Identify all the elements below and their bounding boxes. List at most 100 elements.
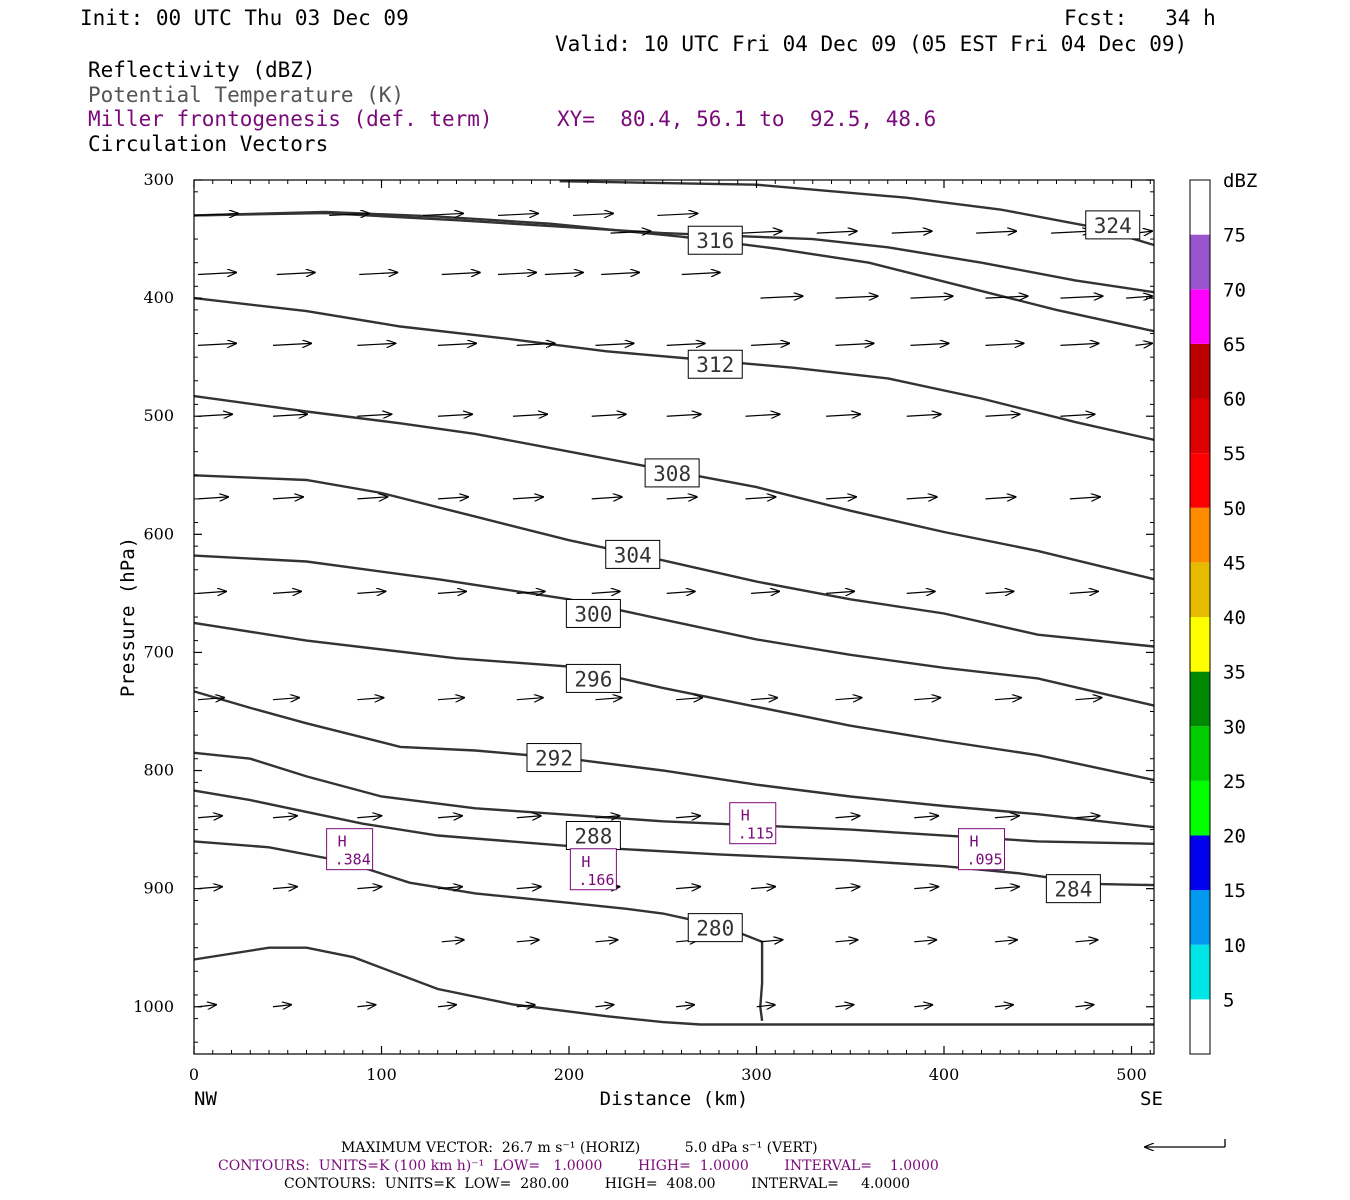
x-axis-right-end: SE xyxy=(1140,1088,1163,1110)
vector-6-8 xyxy=(826,497,856,499)
vector-6-0 xyxy=(197,497,228,499)
vector-0-1 xyxy=(329,213,369,215)
colorbar-tick-8: 45 xyxy=(1223,552,1246,574)
vector-2-5 xyxy=(544,272,583,274)
vector-11-8 xyxy=(1075,940,1098,942)
vector-10-1 xyxy=(272,887,297,889)
colorbar-swatch-13 xyxy=(1190,289,1210,344)
vector-2-0 xyxy=(197,272,236,274)
vector-12-3 xyxy=(437,1005,456,1007)
vector-12-1 xyxy=(272,1005,291,1007)
forecast-hour: Fcst: 34 h xyxy=(1064,6,1216,30)
vector-3-3 xyxy=(985,296,1028,298)
vector-9-8 xyxy=(835,816,860,818)
colorbar-tick-9: 50 xyxy=(1223,498,1246,520)
vector-4-9 xyxy=(910,343,949,345)
contour-label-box-0 xyxy=(1085,210,1141,240)
vector-3-1 xyxy=(835,296,878,298)
vector-4-3 xyxy=(437,343,476,345)
x-tick-label-1: 100 xyxy=(366,1065,397,1084)
colorbar-swatch-7 xyxy=(1190,617,1210,672)
vector-8-10 xyxy=(994,698,1021,700)
contour-label-2: 312 xyxy=(696,353,734,377)
vector-1-4 xyxy=(976,231,1016,233)
contour-label-10: 280 xyxy=(696,917,734,941)
vector-2-1 xyxy=(276,272,315,274)
frontogenesis-value-2: .115 xyxy=(738,825,774,843)
y-tick-label-1: 400 xyxy=(143,288,174,307)
vector-6-1 xyxy=(272,497,303,499)
theta-contours xyxy=(193,180,1155,1026)
frontogenesis-h-0: H xyxy=(338,833,347,851)
vector-5-5 xyxy=(591,414,626,416)
vector-6-7 xyxy=(745,497,776,499)
frontogenesis-value-3: .095 xyxy=(967,851,1003,869)
vector-5-2 xyxy=(357,414,391,416)
frontogenesis-box-3 xyxy=(958,828,1005,871)
theta-contour-6 xyxy=(193,554,1155,707)
vector-2-6 xyxy=(601,272,639,274)
vector-12-6 xyxy=(676,1005,694,1007)
vector-5-7 xyxy=(745,414,780,416)
colorbar-tick-2: 15 xyxy=(1223,880,1246,902)
vector-11-5 xyxy=(835,940,858,942)
vector-7-1 xyxy=(272,591,301,593)
colorbar-swatch-9 xyxy=(1190,507,1210,563)
vector-6-11 xyxy=(1069,497,1100,499)
field-potential-temperature: Potential Temperature (K) xyxy=(88,83,405,107)
vector-4-7 xyxy=(751,343,789,345)
x-axis-title: Distance (km) xyxy=(600,1088,749,1110)
vector-3-2 xyxy=(910,296,953,298)
vector-5-6 xyxy=(666,414,701,416)
vector-2-7 xyxy=(681,272,720,274)
vector-9-6 xyxy=(676,816,700,818)
vector-9-5 xyxy=(595,816,620,818)
colorbar-tick-5: 30 xyxy=(1223,716,1246,738)
colorbar-swatch-0 xyxy=(1190,999,1210,1054)
contour-label-8: 288 xyxy=(574,825,612,849)
plot-frame xyxy=(193,179,1155,1055)
frontogenesis-box-2 xyxy=(729,802,777,845)
vector-0-2 xyxy=(422,213,463,215)
y-tick-label-5: 800 xyxy=(143,761,174,780)
theta-contour-9 xyxy=(193,296,1155,441)
vector-0-4 xyxy=(572,213,613,215)
vector-4-8 xyxy=(835,343,874,345)
vector-9-1 xyxy=(272,816,297,818)
vector-4-12 xyxy=(1135,343,1153,345)
vector-3-4 xyxy=(1060,296,1103,298)
theta-contour-1 xyxy=(193,840,764,1022)
vector-8-6 xyxy=(676,698,702,700)
vector-4-5 xyxy=(595,343,634,345)
vector-9-4 xyxy=(516,816,541,818)
vector-5-8 xyxy=(826,414,860,416)
colorbar-tick-3: 20 xyxy=(1223,826,1246,848)
contour-label-5: 300 xyxy=(574,602,612,626)
vector-7-9 xyxy=(906,591,935,593)
x-tick-label-0: 0 xyxy=(189,1065,199,1084)
vector-10-6 xyxy=(676,887,700,889)
vector-10-10 xyxy=(994,887,1019,889)
vector-7-3 xyxy=(437,591,466,593)
vector-7-6 xyxy=(666,591,695,593)
vector-5-3 xyxy=(437,414,472,416)
vector-10-4 xyxy=(516,887,541,889)
vector-9-10 xyxy=(994,816,1019,818)
frontogenesis-box-1 xyxy=(569,848,617,891)
vector-5-0 xyxy=(197,414,232,416)
colorbar-tick-13: 70 xyxy=(1223,279,1246,301)
vector-5-4 xyxy=(512,414,547,416)
vector-12-7 xyxy=(756,1005,775,1007)
vector-4-2 xyxy=(357,343,395,345)
contour-label-box-2 xyxy=(687,349,743,379)
y-tick-label-4: 700 xyxy=(143,642,174,661)
y-tick-label-0: 300 xyxy=(143,170,174,189)
colorbar-tick-11: 60 xyxy=(1223,389,1246,411)
vector-4-11 xyxy=(1060,343,1099,345)
vector-8-2 xyxy=(357,698,383,700)
colorbar-swatch-1 xyxy=(1190,944,1210,1000)
colorbar-title: dBZ xyxy=(1223,170,1257,192)
vector-7-4 xyxy=(516,591,545,593)
colorbar-swatch-3 xyxy=(1190,835,1210,891)
x-tick-label-2: 200 xyxy=(554,1065,585,1084)
